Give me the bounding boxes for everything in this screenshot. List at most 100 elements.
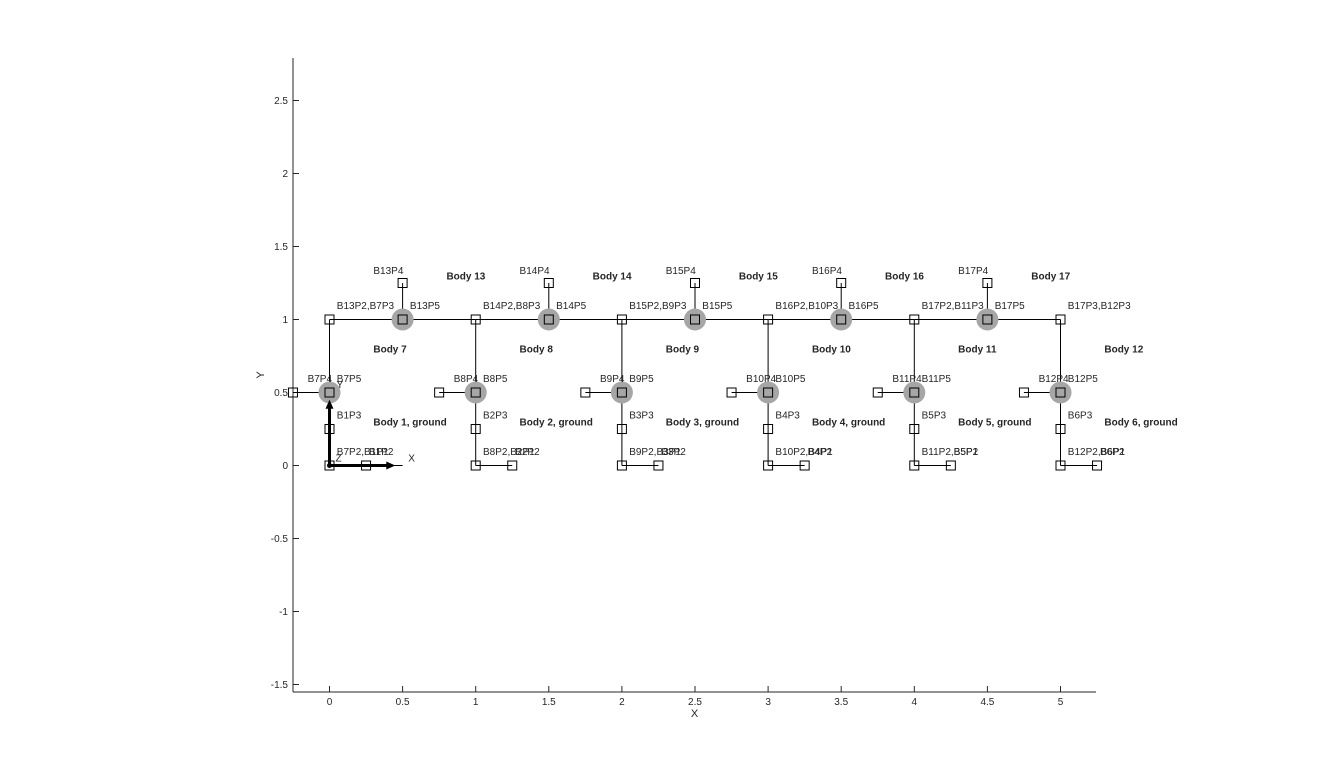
point-label: B9P2,B3P1: [629, 447, 681, 458]
point-label: B8P4: [454, 374, 479, 385]
point-marker: [434, 387, 445, 398]
point-marker: [872, 387, 883, 398]
point-marker: [1055, 460, 1066, 471]
axes: 0 0.5 1 1.5 2 2.5 3 3.5 4 4.5 5 -1.5 -1 -0.5 0 0.5 1 1.5…: [255, 58, 1096, 720]
point-label: B8P5: [483, 374, 508, 385]
point-label: B13P2,B7P3: [337, 301, 395, 312]
point-marker: [763, 314, 774, 325]
body-label: Body 15: [739, 272, 778, 283]
body-label: Body 12: [1104, 345, 1143, 356]
point-marker: [909, 387, 920, 398]
point-marker: [909, 460, 920, 471]
point-marker: [763, 460, 774, 471]
point-marker: [470, 387, 481, 398]
point-label: B10P4: [746, 374, 776, 385]
point-label: B4P3: [775, 410, 800, 421]
point-marker: [287, 387, 298, 398]
x-tick-label: 0.5: [396, 697, 410, 708]
point-label: B17P4: [958, 266, 988, 277]
point-label: B15P4: [666, 266, 696, 277]
body-label: Body 17: [1031, 272, 1070, 283]
point-label: B6P2: [1100, 447, 1125, 458]
point-marker: [690, 314, 700, 325]
point-label: B1P3: [337, 410, 362, 421]
point-label: B16P5: [849, 301, 879, 312]
y-tick-label: -0.5: [271, 534, 289, 545]
point-marker: [763, 387, 774, 398]
body-label: Body 3, ground: [666, 418, 739, 429]
joint-marker: [976, 308, 999, 331]
point-marker: [690, 278, 700, 288]
y-tick-label: 2.5: [274, 96, 288, 107]
x-ticks: 0 0.5 1 1.5 2 2.5 3 3.5 4 4.5 5: [327, 686, 1064, 708]
body-label: Body 10: [812, 345, 851, 356]
point-label: B2P2: [515, 447, 540, 458]
point-label: B8P2,B2P1: [483, 447, 535, 458]
point-label: B10P5: [775, 374, 805, 385]
joint-marker: [537, 308, 560, 331]
y-tick-label: -1: [279, 607, 288, 618]
body-label: Body 5, ground: [958, 418, 1031, 429]
point-label: B12P5: [1068, 374, 1098, 385]
body-label: Body 1, ground: [373, 418, 446, 429]
frame-z-label: Z: [336, 454, 342, 465]
body-label: Body 7: [373, 345, 407, 356]
y-tick-label: -1.5: [271, 680, 289, 691]
point-label: B13P4: [373, 266, 403, 277]
point-label: B16P2,B10P3: [775, 301, 838, 312]
x-tick-label: 1: [473, 697, 479, 708]
point-marker: [1055, 387, 1066, 398]
body-label: Body 13: [446, 272, 485, 283]
body-label: Body 4, ground: [812, 418, 885, 429]
point-marker: [726, 387, 737, 398]
point-marker: [1055, 424, 1066, 434]
point-label: B11P4: [892, 374, 922, 385]
y-tick-label: 0: [282, 461, 288, 472]
point-marker: [470, 314, 481, 325]
point-label: B16P4: [812, 266, 842, 277]
x-tick-label: 2.5: [688, 697, 702, 708]
point-label: B3P3: [629, 410, 654, 421]
point-marker: [1092, 460, 1103, 471]
point-marker: [945, 460, 956, 471]
point-marker: [507, 460, 518, 471]
frame-origin-dot: [327, 463, 332, 468]
point-marker: [1055, 314, 1066, 325]
point-marker: [616, 314, 627, 325]
point-label: B17P5: [995, 301, 1025, 312]
point-marker: [909, 314, 920, 325]
point-label: B12P4: [1039, 374, 1069, 385]
frame-x-label: X: [408, 454, 415, 465]
x-tick-label: 4: [912, 697, 918, 708]
point-marker: [836, 278, 847, 288]
body-label: Body 11: [958, 345, 997, 356]
point-label: B1P2: [369, 447, 394, 458]
point-marker: [616, 424, 627, 434]
x-tick-label: 3: [765, 697, 771, 708]
frame-y-label: Y: [337, 380, 344, 391]
point-marker: [909, 424, 920, 434]
point-label: B2P3: [483, 410, 508, 421]
x-tick-label: 4.5: [980, 697, 994, 708]
point-marker: [324, 387, 335, 398]
body-label: Body 6, ground: [1104, 418, 1177, 429]
frame-y-arrowhead: [325, 399, 334, 409]
point-label: B9P5: [629, 374, 654, 385]
body-label: Body 8: [520, 345, 554, 356]
point-label: B9P4: [600, 374, 625, 385]
point-marker: [1018, 387, 1029, 398]
point-marker: [324, 314, 335, 325]
point-marker: [653, 460, 664, 471]
point-marker: [982, 314, 993, 325]
x-tick-label: 2: [619, 697, 625, 708]
point-marker: [470, 424, 481, 434]
point-marker: [580, 387, 591, 398]
x-axis-label: X: [691, 708, 699, 720]
joint-marker: [830, 308, 853, 331]
point-label: B10P2,B4P1: [775, 447, 833, 458]
point-marker: [397, 314, 408, 325]
joint-marker: [903, 381, 926, 404]
point-label: B13P5: [410, 301, 440, 312]
point-marker: [799, 460, 810, 471]
